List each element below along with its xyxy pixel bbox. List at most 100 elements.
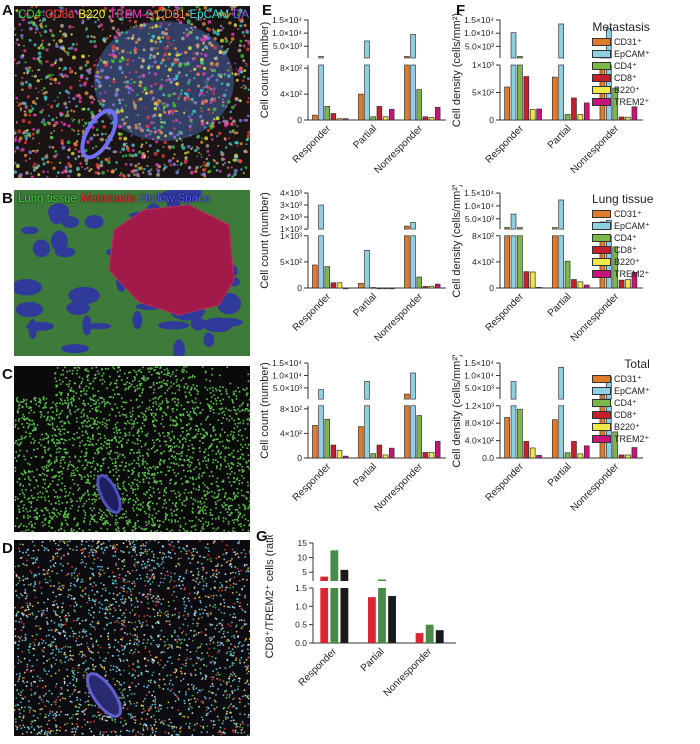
bar-responder-3 [330, 444, 337, 459]
y-tick-label: 3×10³ [280, 200, 302, 210]
legend-item: CD4⁺ [592, 397, 650, 409]
micrograph [14, 366, 250, 532]
legend-label: CD8⁺ [614, 409, 637, 420]
bar-upper-partial-1 [558, 366, 565, 400]
x-tick-label: Responder [484, 123, 527, 166]
legend-swatch [592, 399, 611, 407]
bar-responder-2 [340, 588, 349, 643]
y-tick-label: 5×10² [472, 88, 494, 98]
legend-swatch [592, 86, 611, 94]
bar-partial-1 [558, 405, 565, 459]
legend-item: CD4⁺ [592, 232, 653, 244]
legend-swatch [592, 98, 611, 106]
legend-item: CD31⁺ [592, 373, 650, 385]
bar-responder-4 [336, 449, 343, 459]
bar-upper-responder-1 [318, 204, 324, 230]
y-tick-label: 5.0×10³ [465, 383, 494, 393]
bar-responder-2 [324, 106, 330, 121]
panel-label-b: B [2, 190, 13, 207]
legend-swatch [592, 50, 611, 58]
legend-label: Lung tissue [18, 193, 77, 205]
bar-nonresponder-1 [425, 624, 434, 643]
y-tick-label: 1.5×10⁴ [464, 15, 494, 25]
y-tick-label: 4×10³ [280, 188, 302, 198]
legend-swatch [592, 246, 611, 254]
bar-nonresponder-0 [404, 405, 410, 459]
bar-nonresponder-2 [612, 246, 619, 289]
micrograph [14, 190, 243, 356]
chart-e-total: 0 4×10² 8×10² 5.0×10³ 1.0×10⁴ 1.5×10⁴ Cell cou… [250, 355, 450, 525]
bar-responder-5 [536, 286, 542, 289]
y-tick-label: 8.0×10² [465, 418, 494, 428]
x-tick-label: Partial [546, 461, 574, 489]
legend-title: Lung tissue [592, 192, 654, 206]
y-tick-label: 5×10² [280, 257, 302, 267]
bar-nonresponder-2 [612, 431, 619, 459]
bar-nonresponder-2 [416, 415, 422, 459]
bar-partial-3 [376, 444, 383, 459]
legend-label: TREM-2 [109, 9, 153, 21]
y-tick-label: 2×10³ [280, 212, 302, 222]
legend-swatch [592, 423, 611, 431]
legend-label: TREM2⁺ [614, 433, 650, 444]
x-tick-label: Nonresponder [373, 123, 426, 176]
legend-label: B220⁺ [614, 256, 640, 267]
y-tick-label: 0 [297, 115, 302, 125]
legend-swatch [592, 210, 611, 218]
y-tick-label: 0 [489, 115, 494, 125]
y-tick-label: 1.5×10⁴ [272, 358, 302, 368]
y-tick-label: 5 [302, 567, 307, 577]
bar-partial-0 [358, 426, 364, 459]
x-tick-label: Partial [546, 123, 574, 151]
y-axis-title: Cell count (number) [259, 362, 271, 459]
bar-upper-responder-1 [510, 32, 517, 59]
bar-upper-responder-1 [318, 56, 324, 59]
bar-partial-0 [368, 597, 376, 643]
bar-upper-responder-1 [330, 550, 339, 581]
legend-label: CD4⁺ [614, 232, 637, 243]
bar-upper-responder-0 [504, 227, 510, 230]
bar-partial-3 [376, 287, 383, 290]
x-tick-label: Responder [297, 646, 340, 689]
bar-responder-2 [517, 408, 523, 459]
x-tick-label: Nonresponder [373, 461, 426, 514]
bar-upper-responder-1 [510, 381, 517, 400]
legend-swatch [592, 435, 611, 443]
y-tick-label: 0 [297, 283, 302, 293]
chart-e-metastasis: 0 4×10² 8×10² 5.0×10³ 1.0×10⁴ 1.5×10⁴ Cell cou… [250, 12, 450, 187]
bar-partial-3 [376, 106, 383, 121]
legend-label: DAPI [233, 9, 250, 21]
bar-responder-5 [342, 118, 349, 121]
chart-e-lung-tissue: 0 5×10² 1×10³ 1×10³ 2×10³ 3×10³ 4×10³ Cell coun… [250, 185, 450, 355]
legend-title: Metastasis [592, 20, 650, 34]
bar-partial-2 [370, 453, 376, 459]
y-tick-label: 4×10² [280, 89, 302, 99]
legend-swatch [592, 258, 611, 266]
legend-item: CD8⁺ [592, 409, 650, 421]
y-axis-title: Cell density (cells/mm²) [451, 355, 463, 468]
bar-responder-0 [312, 264, 318, 289]
legend-item: CD4⁺ [592, 60, 650, 72]
bar-responder-4 [529, 447, 536, 459]
y-tick-label: 1.0 [295, 601, 307, 611]
y-tick-label: 0.0 [295, 638, 307, 648]
bar-partial-4 [577, 453, 584, 459]
y-axis-title: CD8⁺/TREM2⁺ cells (ratio) [264, 535, 276, 658]
bar-nonresponder-1 [410, 405, 416, 459]
micrograph [14, 540, 250, 736]
legend-lung-tissue: Lung tissue CD31⁺ EpCAM⁺ CD4⁺ CD8⁺ B220⁺ TREM2… [592, 192, 653, 280]
bar-nonresponder-1 [410, 64, 416, 121]
y-tick-label: 1.5×10⁴ [464, 358, 494, 368]
bar-nonresponder-4 [625, 454, 631, 459]
bar-nonresponder-0 [404, 64, 410, 121]
bar-responder-2 [324, 266, 330, 289]
bar-nonresponder-3 [422, 452, 429, 459]
y-tick-label: 4.0×10² [465, 436, 494, 446]
x-tick-label: Partial [359, 646, 387, 674]
y-tick-label: 1.0×10⁴ [272, 370, 302, 380]
legend-title: Total [624, 357, 650, 371]
bar-partial-1 [364, 405, 370, 459]
